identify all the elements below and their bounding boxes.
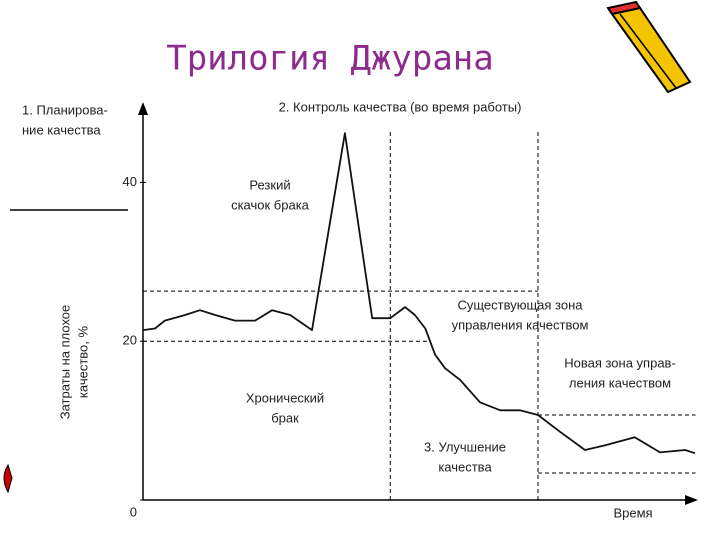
y-tick-label: 40 (123, 174, 137, 189)
annotation: Новая зона управ- (564, 355, 676, 370)
annotation: брак (271, 410, 299, 425)
x-axis-label: Время (613, 505, 652, 520)
y-tick-label: 0 (130, 504, 137, 519)
annotation: ления качеством (569, 375, 671, 390)
annotation: 3. Улучшение (424, 439, 506, 454)
pencil-icon (606, 0, 692, 94)
y-axis-label: качество, % (75, 325, 90, 398)
annotation: скачок брака (231, 197, 310, 212)
annotation: Резкий (249, 177, 290, 192)
annotation: качества (438, 459, 492, 474)
slide-title: Трилогия Джурана (166, 39, 494, 79)
y-tick-label: 20 (123, 333, 137, 348)
annotation: Существующая зона (457, 297, 583, 312)
y-axis-label: Затраты на плохое (57, 305, 72, 420)
annotation: 1. Планирова- (22, 102, 108, 117)
axes (138, 102, 698, 505)
annotation: ние качества (22, 122, 101, 137)
curve (142, 132, 696, 455)
decor-mark (3, 463, 13, 494)
annotation: 2. Контроль качества (во время работы) (279, 99, 522, 114)
annotation: управления качеством (452, 317, 589, 332)
annotation: Хронический (246, 390, 324, 405)
